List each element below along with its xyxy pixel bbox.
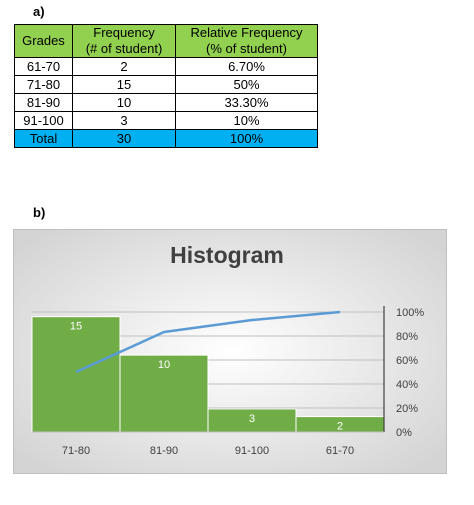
table-row: 91-100 3 10%	[14, 111, 318, 130]
cell-relative: 33.30%	[175, 93, 318, 112]
line-layer	[75, 310, 341, 374]
bar-data-label: 3	[249, 413, 255, 425]
bar-data-label: 10	[158, 359, 170, 371]
cell-total-relative: 100%	[175, 129, 318, 148]
header-frequency-line2: (# of student)	[85, 41, 163, 56]
bar-layer: 15 10 3 2	[31, 316, 385, 433]
table-row: 71-80 15 50%	[14, 75, 318, 94]
cell-frequency: 3	[72, 111, 176, 130]
y2-tick-label: 20%	[396, 403, 418, 415]
cell-total-frequency: 30	[72, 129, 176, 148]
axis-layer: 0% 20% 40% 60% 80% 100% 71-80 81-90 91-100 61-70	[32, 306, 424, 457]
header-relative-frequency: Relative Frequency (% of student)	[175, 24, 318, 58]
cell-relative: 6.70%	[175, 57, 318, 76]
cell-frequency: 10	[72, 93, 176, 112]
cell-grade: 71-80	[14, 75, 73, 94]
y2-tick-label: 60%	[396, 355, 418, 367]
header-frequency-line1: Frequency	[93, 25, 155, 40]
x-tick-label: 61-70	[326, 445, 354, 457]
section-a-label: a)	[33, 4, 45, 19]
frequency-table: Grades Frequency (# of student) Relative…	[14, 24, 318, 148]
histogram-chart: Histogram 15 10 3 2 0% 20% 40% 60% 80% 100% 71-80…	[13, 229, 447, 474]
cumulative-line	[75, 310, 341, 374]
header-relative-line1: Relative Frequency	[190, 25, 303, 40]
header-relative-line2: (% of student)	[206, 41, 287, 56]
x-tick-label: 81-90	[150, 445, 178, 457]
table-row: 61-70 2 6.70%	[14, 57, 318, 76]
bar-data-label: 2	[337, 421, 343, 433]
x-tick-label: 71-80	[62, 445, 90, 457]
y2-tick-label: 80%	[396, 331, 418, 343]
table-row: 81-90 10 33.30%	[14, 93, 318, 112]
table-total-row: Total 30 100%	[14, 129, 318, 148]
table-header-row: Grades Frequency (# of student) Relative…	[14, 24, 318, 58]
x-tick-label: 91-100	[235, 445, 269, 457]
cell-frequency: 15	[72, 75, 176, 94]
cell-grade: 61-70	[14, 57, 73, 76]
cell-grade: 81-90	[14, 93, 73, 112]
section-b-label: b)	[33, 205, 46, 220]
cell-grade: 91-100	[14, 111, 73, 130]
chart-title: Histogram	[170, 242, 284, 268]
header-grades: Grades	[14, 24, 73, 58]
histogram-svg: Histogram 15 10 3 2 0% 20% 40% 60% 80% 100% 71-80…	[14, 230, 446, 473]
y2-tick-label: 100%	[396, 307, 424, 319]
y2-tick-label: 0%	[396, 427, 412, 439]
cell-frequency: 2	[72, 57, 176, 76]
bar	[119, 354, 209, 433]
cell-total-label: Total	[14, 129, 73, 148]
bar-data-label: 15	[70, 321, 82, 333]
header-frequency: Frequency (# of student)	[72, 24, 176, 58]
y2-tick-label: 40%	[396, 379, 418, 391]
bar	[31, 316, 121, 433]
cell-relative: 50%	[175, 75, 318, 94]
cell-relative: 10%	[175, 111, 318, 130]
